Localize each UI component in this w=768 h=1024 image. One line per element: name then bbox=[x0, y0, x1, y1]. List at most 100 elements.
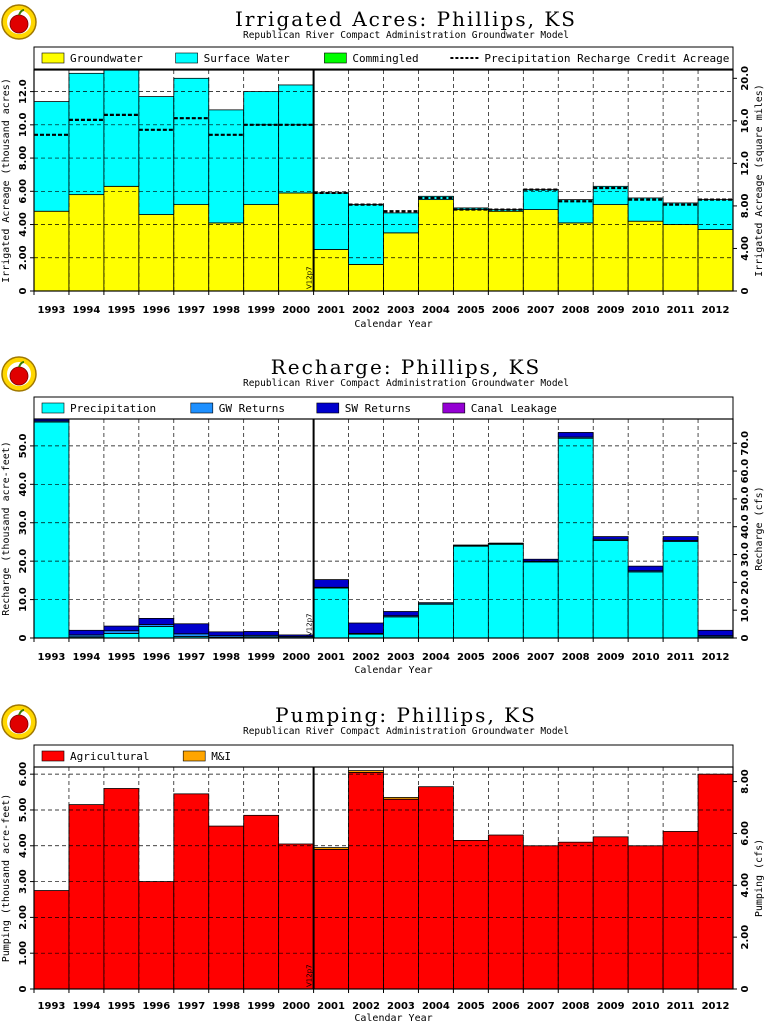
y-tick-label: 2.00 bbox=[18, 245, 29, 270]
x-tick-label: 2002 bbox=[352, 652, 380, 663]
x-tick-label: 2004 bbox=[422, 305, 450, 316]
x-tick-label: 1995 bbox=[107, 305, 135, 316]
bar-2001-agricultural bbox=[313, 848, 349, 990]
y-tick-label: 50.0 bbox=[18, 434, 29, 459]
bar-1997-agricultural bbox=[173, 793, 210, 990]
bar-1996-sw_returns bbox=[138, 618, 175, 625]
y-tick-label: 0 bbox=[18, 634, 29, 641]
bar-2001-sw_returns bbox=[313, 579, 349, 588]
y2-tick-label: 40.0 bbox=[740, 514, 751, 539]
bar-2011-sw_returns bbox=[662, 536, 699, 541]
x-tick-label: 1993 bbox=[38, 1001, 66, 1012]
x-tick-label: 2003 bbox=[387, 652, 415, 663]
x-tick-label: 2001 bbox=[317, 1001, 345, 1012]
bar-1996-agricultural bbox=[138, 881, 175, 990]
bar-2000-agricultural bbox=[278, 843, 314, 990]
bar-2007-surface_water bbox=[522, 189, 559, 210]
x-tick-label: 2000 bbox=[282, 652, 310, 663]
y-tick-label: 0 bbox=[18, 985, 29, 992]
bar-1995-agricultural bbox=[103, 788, 140, 990]
x-tick-label: 2005 bbox=[457, 652, 485, 663]
bar-2007-groundwater bbox=[522, 209, 559, 292]
y2-axis-label: Recharge (cfs) bbox=[754, 486, 765, 570]
bar-2002-agricultural bbox=[348, 771, 384, 990]
y-tick-label: 5.00 bbox=[18, 798, 29, 823]
bar-1995-sw_returns bbox=[103, 625, 140, 632]
y2-tick-label: 8.00 bbox=[740, 194, 751, 219]
bar-2012-groundwater bbox=[697, 229, 734, 292]
legend-label-1: Groundwater bbox=[70, 52, 143, 65]
bar-1996-precipitation bbox=[138, 626, 175, 639]
x-tick-label: 2006 bbox=[492, 1001, 520, 1012]
x-axis-label: Calendar Year bbox=[354, 665, 432, 676]
bar-1998-surface_water bbox=[208, 109, 245, 224]
y2-tick-label: 6.00 bbox=[740, 821, 751, 846]
x-tick-label: 1998 bbox=[212, 305, 240, 316]
grid bbox=[34, 70, 733, 291]
legend-label-1: Agricultural bbox=[70, 750, 149, 763]
bar-2005-surface_water bbox=[452, 207, 489, 210]
bar-2001-groundwater bbox=[313, 249, 349, 292]
bar-1994-sw_returns bbox=[68, 629, 105, 636]
bar-2008-groundwater bbox=[557, 222, 594, 292]
x-tick-label: 2011 bbox=[667, 305, 695, 316]
bar-2010-groundwater bbox=[627, 220, 664, 292]
bar-1994-surface_water bbox=[68, 72, 105, 196]
legend-label-1: Precipitation bbox=[70, 402, 156, 415]
bar-1994-groundwater bbox=[68, 194, 105, 292]
x-tick-label: 1996 bbox=[142, 1001, 170, 1012]
bar-2006-precipitation bbox=[487, 543, 524, 639]
bar-2002-surface_water bbox=[348, 204, 384, 265]
bar-2010-surface_water bbox=[627, 197, 664, 222]
legend-label-line: Precipitation Recharge Credit Acreage bbox=[484, 52, 729, 65]
chart-subtitle: Republican River Compact Administration … bbox=[243, 30, 569, 41]
y-tick-label: 8.00 bbox=[18, 146, 29, 171]
bar-2004-surface_water bbox=[418, 195, 454, 201]
y-tick-label: 10.0 bbox=[18, 112, 29, 137]
x-tick-label: 2003 bbox=[387, 1001, 415, 1012]
legend-swatch-2 bbox=[190, 402, 214, 414]
y2-axis-label: Pumping (cfs) bbox=[754, 839, 765, 917]
bar-2000-surface_water bbox=[278, 84, 314, 194]
legend-swatch-1 bbox=[41, 402, 65, 414]
legend-label-2: M&I bbox=[211, 750, 231, 763]
y-tick-label: 10.0 bbox=[18, 587, 29, 612]
x-tick-label: 2010 bbox=[632, 305, 660, 316]
x-tick-label: 2006 bbox=[492, 305, 520, 316]
x-tick-label: 1998 bbox=[212, 1001, 240, 1012]
x-tick-label: 1993 bbox=[38, 652, 66, 663]
x-tick-label: 2012 bbox=[702, 1001, 730, 1012]
bar-2006-groundwater bbox=[487, 210, 524, 292]
x-tick-label: 2009 bbox=[597, 305, 625, 316]
bar-1993-groundwater bbox=[33, 210, 70, 292]
bar-2009-surface_water bbox=[592, 185, 629, 205]
x-tick-label: 2000 bbox=[282, 305, 310, 316]
bar-2008-surface_water bbox=[557, 199, 594, 224]
x-tick-label: 1995 bbox=[107, 1001, 135, 1012]
y2-tick-label: 16.0 bbox=[740, 108, 751, 133]
bar-2003-agricultural bbox=[383, 798, 419, 990]
x-tick-label: 2001 bbox=[317, 305, 345, 316]
y-tick-label: 30.0 bbox=[18, 510, 29, 535]
x-tick-label: 2012 bbox=[702, 305, 730, 316]
legend-box bbox=[33, 46, 734, 70]
bar-2003-precipitation bbox=[383, 616, 419, 639]
apple-logo-icon bbox=[1, 4, 37, 40]
y2-tick-label: 0 bbox=[740, 985, 751, 992]
legend-label-3: SW Returns bbox=[345, 402, 411, 415]
legend-label-3: Commingled bbox=[352, 52, 418, 65]
bar-2004-groundwater bbox=[418, 199, 454, 292]
bar-1994-agricultural bbox=[68, 804, 105, 990]
y-tick-label: 12.0 bbox=[18, 79, 29, 104]
y2-axis-label: Irrigated Acreage (square miles) bbox=[754, 84, 765, 277]
y2-tick-label: 20.0 bbox=[740, 570, 751, 595]
bar-1997-sw_returns bbox=[173, 623, 210, 635]
y-tick-label: 1.00 bbox=[18, 941, 29, 966]
x-tick-label: 1997 bbox=[177, 1001, 205, 1012]
bar-1993-precipitation bbox=[33, 421, 70, 639]
y2-tick-label: 50.0 bbox=[740, 487, 751, 512]
x-tick-label: 2004 bbox=[422, 1001, 450, 1012]
bar-2009-sw_returns bbox=[592, 536, 629, 540]
bar-2003-mi bbox=[383, 797, 419, 800]
legend-swatch-1 bbox=[41, 750, 65, 762]
